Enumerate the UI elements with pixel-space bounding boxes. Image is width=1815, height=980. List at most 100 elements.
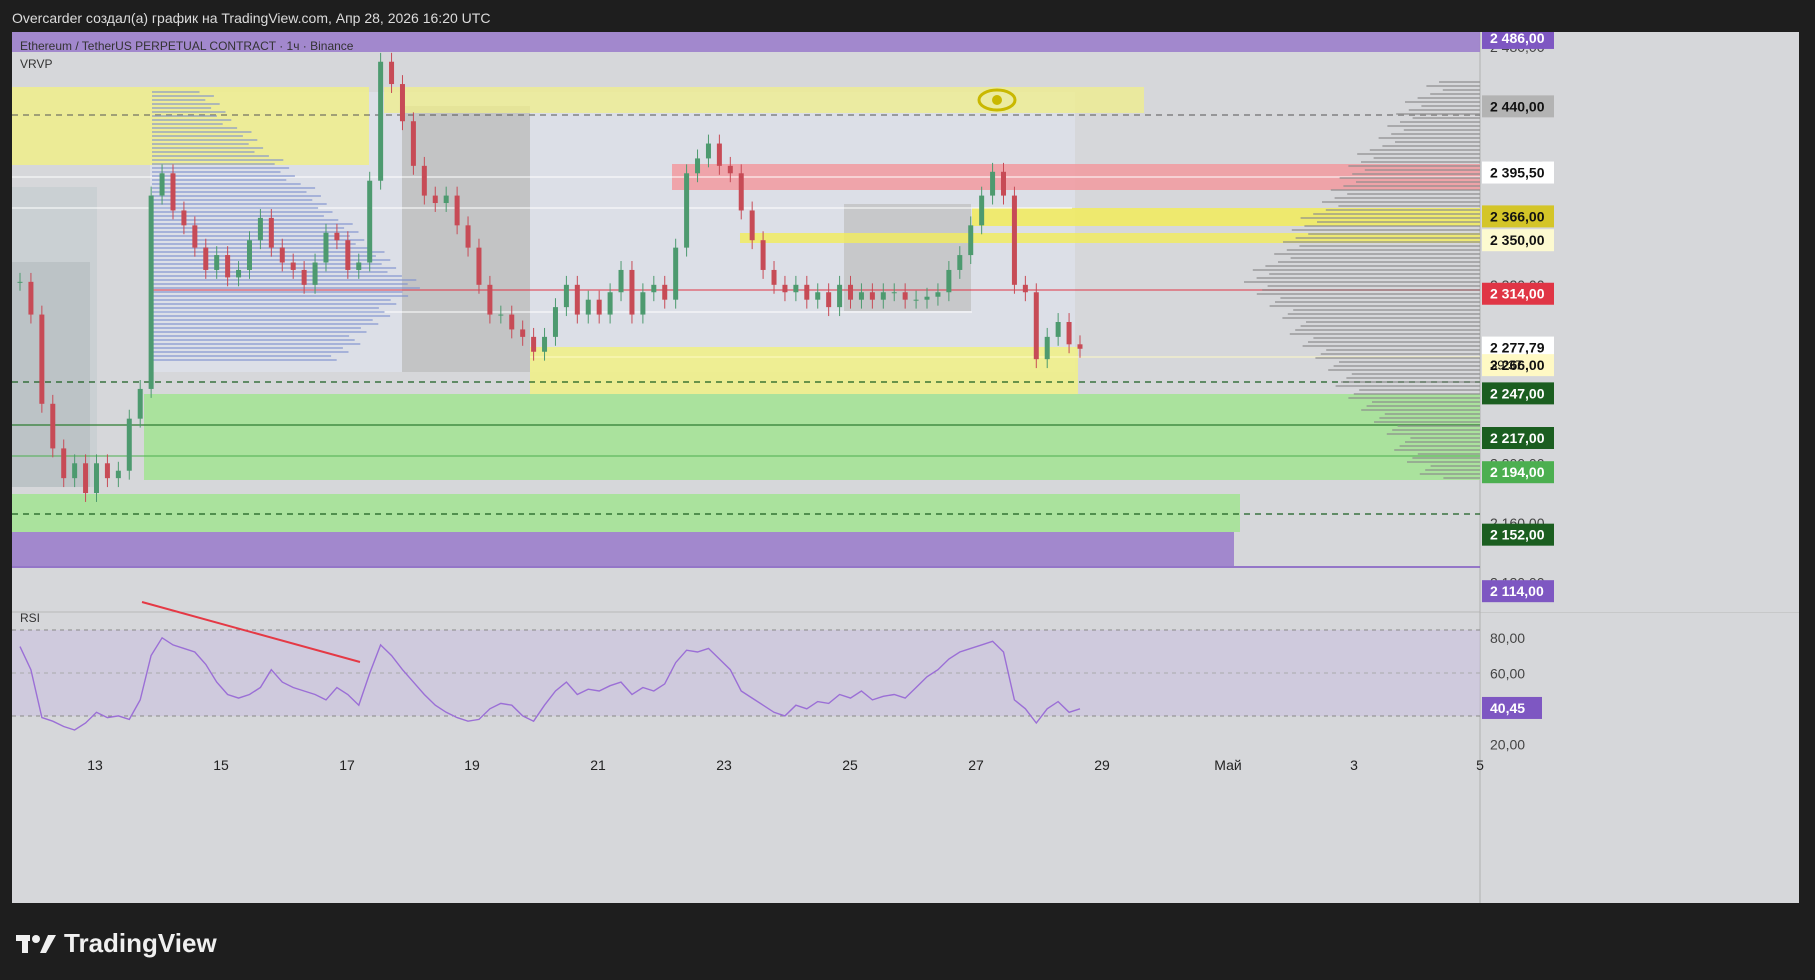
x-tick-label: Май xyxy=(1214,757,1241,773)
candle-body xyxy=(1044,336,1050,360)
candle-body xyxy=(662,284,668,300)
price-label-text: 2 395,50 xyxy=(1490,165,1545,181)
price-label-bg xyxy=(1482,427,1554,449)
candle-body xyxy=(738,173,744,211)
purple-top-zone xyxy=(12,32,1480,52)
candle-body xyxy=(236,269,242,278)
tradingview-logo-icon xyxy=(16,934,56,953)
price-label-bg xyxy=(1482,354,1554,377)
rsi-tick-label: 80,00 xyxy=(1490,630,1525,646)
candle-body xyxy=(716,143,722,166)
price-label: 2 152,00 xyxy=(1482,523,1554,546)
candle-body xyxy=(115,470,121,479)
price-label-text: 2 194,00 xyxy=(1490,464,1545,480)
candle-body xyxy=(399,84,405,122)
candle-body xyxy=(880,292,886,300)
candle-body xyxy=(279,247,285,263)
candle-body xyxy=(990,171,996,196)
candle-body xyxy=(367,180,373,263)
price-label: 2 114,00 xyxy=(1482,580,1554,603)
price-label-text: 2 217,00 xyxy=(1490,430,1545,446)
candle-body xyxy=(793,284,799,293)
chart-header: Overcarder создал(а) график на TradingVi… xyxy=(12,10,491,26)
candle-body xyxy=(17,281,23,283)
green-zone-lower xyxy=(12,494,1240,532)
candle-body xyxy=(203,247,209,270)
price-label-text: 2 366,00 xyxy=(1490,208,1545,224)
candle-body xyxy=(913,299,919,301)
candle-body xyxy=(1001,171,1007,196)
x-tick-label: 15 xyxy=(213,757,229,773)
candle-body xyxy=(421,165,427,196)
candle-body xyxy=(137,388,143,419)
candle-body xyxy=(389,61,395,85)
price-label: 2 350,00 xyxy=(1482,229,1554,252)
candle-body xyxy=(968,225,974,256)
price-label-bg xyxy=(1482,382,1554,405)
candles-layer xyxy=(17,52,1083,502)
candle-body xyxy=(771,269,777,285)
price-label-bg xyxy=(1482,161,1554,184)
eye-icon[interactable] xyxy=(977,88,1017,112)
candle-body xyxy=(520,329,526,337)
candle-body xyxy=(170,173,176,211)
price-label-text: 2 152,00 xyxy=(1490,527,1545,543)
candle-body xyxy=(345,240,351,270)
candle-body xyxy=(72,463,78,479)
candle-body xyxy=(552,307,558,337)
yellow-zone-350 xyxy=(740,233,1480,243)
candle-body xyxy=(858,292,864,300)
rsi-label: RSI xyxy=(20,611,40,625)
candle-body xyxy=(159,173,165,196)
candle-body xyxy=(1066,322,1072,345)
price-label-bg xyxy=(1482,336,1554,359)
candle-body xyxy=(301,269,307,285)
tradingview-logo[interactable]: TradingView xyxy=(16,928,217,959)
yellow-zone-left xyxy=(12,87,369,165)
x-tick-label: 19 xyxy=(464,757,480,773)
candle-body xyxy=(214,255,220,270)
candle-body xyxy=(465,225,471,248)
price-label: 2 277,79 xyxy=(1482,336,1554,359)
candle-body xyxy=(487,284,493,315)
price-label-bg xyxy=(1482,282,1554,305)
x-tick-label: 5 xyxy=(1476,757,1484,773)
price-label-text: 2 486,00 xyxy=(1490,32,1545,46)
candle-body xyxy=(498,314,504,316)
candle-body xyxy=(410,121,416,166)
x-tick-label: 25 xyxy=(842,757,858,773)
x-tick-label: 21 xyxy=(590,757,606,773)
candle-body xyxy=(378,61,384,181)
candle-body xyxy=(1077,344,1083,349)
candle-body xyxy=(705,143,711,159)
price-label-bg xyxy=(1482,580,1554,603)
rsi-trendline[interactable] xyxy=(141,601,361,663)
price-label: 2 440,00 xyxy=(1482,95,1554,118)
candle-body xyxy=(924,296,930,300)
rsi-axis: 80,00 60,00 20,00 40,45 xyxy=(1482,630,1542,752)
candle-body xyxy=(28,281,34,315)
purple-zone-bottom xyxy=(12,532,1234,566)
candle-body xyxy=(192,225,198,248)
candle-body xyxy=(957,255,963,270)
volume-profile-right xyxy=(1244,81,1480,479)
rsi-tick-label: 20,00 xyxy=(1490,736,1525,752)
candle-body xyxy=(312,262,318,285)
price-axis-bg xyxy=(1480,32,1799,612)
candle-body xyxy=(749,210,755,241)
rsi-current-label: 40,45 xyxy=(1490,700,1525,716)
price-label-bg xyxy=(1482,229,1554,252)
candle-body xyxy=(454,195,460,226)
candle-body xyxy=(246,240,252,270)
candle-body xyxy=(673,247,679,300)
candle-body xyxy=(607,292,613,315)
candle-body xyxy=(531,336,537,352)
price-label-bg xyxy=(1482,32,1554,49)
price-label: 2 366,00 xyxy=(1482,205,1554,228)
tradingview-brand-text: TradingView xyxy=(64,928,217,958)
candle-body xyxy=(268,217,274,248)
candle-body xyxy=(356,262,362,270)
candle-body xyxy=(83,463,89,494)
